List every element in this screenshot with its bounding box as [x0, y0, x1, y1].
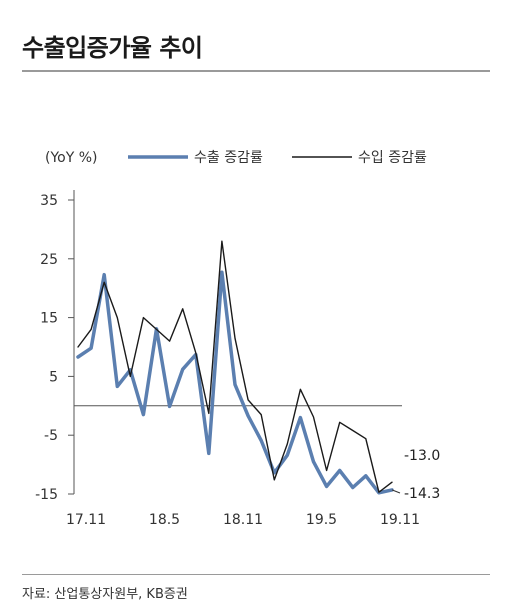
line-chart: (YoY %) 수출 증감률 수입 증감률 35 25 15 5 -5 -15 17.11 18… — [35, 150, 440, 528]
legend-label-import: 수입 증감률 — [358, 150, 427, 166]
series-export-line — [76, 270, 394, 495]
y-tick-label: 15 — [40, 311, 58, 327]
series-import-line — [77, 240, 393, 493]
x-tick-label: 19.5 — [306, 512, 337, 528]
end-label-export: -14.3 — [404, 486, 440, 502]
end-labels: -14.3 -13.0 — [391, 448, 440, 502]
x-tick-label: 17.11 — [66, 512, 106, 528]
legend: 수출 증감률 수입 증감률 — [128, 150, 427, 166]
x-tick-label: 18.11 — [223, 512, 263, 528]
y-tick-label: 35 — [40, 193, 58, 209]
y-unit-label: (YoY %) — [45, 150, 98, 166]
end-label-leader-export — [391, 489, 401, 494]
source-note: 자료: 산업통상자원부, KB증권 — [22, 587, 188, 602]
legend-label-export: 수출 증감률 — [194, 150, 263, 166]
end-label-import: -13.0 — [404, 448, 440, 464]
axes: 35 25 15 5 -5 -15 17.11 18.5 18.11 19.5 19.11 — [35, 190, 420, 528]
y-tick-label: -5 — [44, 428, 58, 444]
y-tick-label: 5 — [49, 369, 58, 385]
y-tick-label: -15 — [35, 487, 58, 503]
series-lines — [76, 240, 394, 495]
x-tick-label: 19.11 — [380, 512, 420, 528]
title-divider — [22, 70, 490, 72]
y-tick-label: 25 — [40, 252, 58, 268]
x-tick-label: 18.5 — [149, 512, 180, 528]
source-divider — [22, 574, 490, 575]
chart-title: 수출입증가율 추이 — [22, 34, 203, 62]
